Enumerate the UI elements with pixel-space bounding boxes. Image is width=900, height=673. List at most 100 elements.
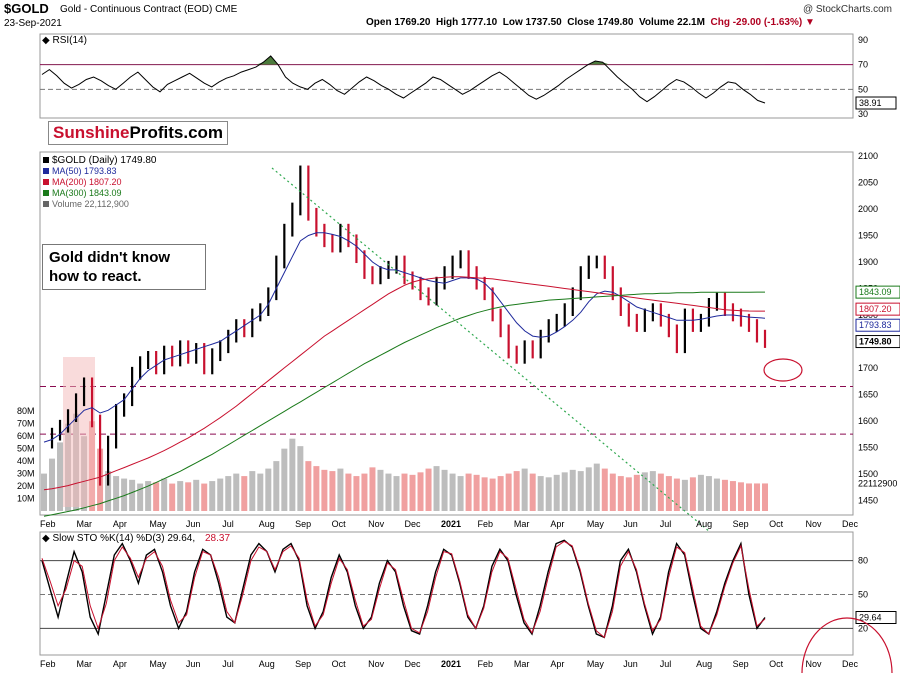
- x-axis-label: Oct: [332, 659, 347, 669]
- volume-bar: [545, 477, 552, 511]
- volume-bar: [625, 477, 632, 511]
- legend-swatch: [43, 190, 49, 196]
- volume-bar: [393, 476, 400, 511]
- x-axis-label: Dec: [842, 519, 859, 529]
- x-axis-label: Sep: [733, 659, 749, 669]
- price-tick-label: 1550: [858, 442, 878, 452]
- stoch-tick-label: 80: [858, 556, 868, 566]
- legend-swatch: [43, 168, 49, 174]
- legend-swatch: [43, 179, 49, 185]
- high-value: High 1777.10: [436, 17, 498, 28]
- price-label-box: [855, 285, 900, 299]
- volume-bar: [497, 476, 504, 511]
- target-ellipse: [763, 358, 803, 382]
- volume-bar: [649, 471, 656, 511]
- volume-bar: [377, 469, 384, 511]
- legend-entry: MA(200) 1807.20: [52, 177, 122, 187]
- volume-tick-label: 10M: [17, 494, 35, 504]
- volume-bar: [145, 481, 152, 511]
- x-axis-label: Aug: [259, 519, 275, 529]
- stoch-value-box: [855, 611, 897, 625]
- volume-value-label: 22112900: [858, 478, 897, 488]
- x-axis-label: Jul: [660, 519, 672, 529]
- x-axis-label: 2021: [441, 519, 461, 529]
- ma-line-3: [43, 291, 765, 517]
- x-axis-label: May: [149, 659, 167, 669]
- volume-bar: [265, 468, 272, 511]
- volume-tick-label: 30M: [17, 469, 35, 479]
- x-axis-label: Jun: [623, 519, 638, 529]
- symbol-label: $GOLD: [4, 1, 49, 16]
- volume-bar: [185, 482, 192, 511]
- open-value: Open 1769.20: [366, 17, 431, 28]
- volume-bar: [609, 473, 616, 511]
- price-label: 1843.09: [859, 287, 892, 297]
- legend-entry: MA(300) 1843.09: [52, 188, 122, 198]
- volume-bar: [337, 468, 344, 511]
- volume-bar: [345, 473, 352, 511]
- volume-bar: [529, 473, 536, 511]
- source-credit: @ StockCharts.com: [802, 4, 892, 15]
- volume-bar: [577, 471, 584, 511]
- x-axis-label: Apr: [550, 519, 564, 529]
- volume-bar: [425, 468, 432, 511]
- volume-bar: [753, 483, 760, 511]
- volume-bar: [481, 477, 488, 511]
- price-tick-label: 1600: [858, 416, 878, 426]
- x-axis-label: Apr: [550, 659, 564, 669]
- volume-bar: [209, 481, 216, 511]
- price-tick-label: 1900: [858, 257, 878, 267]
- volume-bar: [361, 473, 368, 511]
- price-tick-label: 1700: [858, 363, 878, 373]
- x-axis-label: Nov: [368, 659, 385, 669]
- volume-bar: [449, 473, 456, 511]
- chart-header: $GOLD Gold - Continuous Contract (EOD) C…: [0, 0, 900, 32]
- change-value: Chg -29.00 (-1.63%): [710, 17, 803, 28]
- volume-bar: [193, 479, 200, 511]
- x-axis-label: Jul: [660, 659, 672, 669]
- x-axis-label: Feb: [477, 659, 493, 669]
- volume-bar: [201, 483, 208, 511]
- x-axis-label: Mar: [76, 659, 92, 669]
- rsi-title: ◆ RSI(14): [42, 35, 87, 46]
- volume-bar: [385, 473, 392, 511]
- price-tick-label: 2000: [858, 204, 878, 214]
- legend-entry: $GOLD (Daily) 1749.80: [52, 155, 157, 166]
- x-axis-label: Aug: [696, 659, 712, 669]
- volume-bar: [641, 472, 648, 511]
- volume-bar: [129, 479, 136, 511]
- volume-bar: [121, 478, 128, 511]
- x-axis-label: Jun: [623, 659, 638, 669]
- stoch-d-value: 28.37: [205, 533, 230, 544]
- date-label: 23-Sep-2021: [4, 18, 62, 29]
- x-axis-label: May: [587, 659, 605, 669]
- volume-bar: [441, 469, 448, 511]
- price-tick-label: 1450: [858, 495, 878, 505]
- volume-tick-label: 60M: [17, 431, 35, 441]
- volume-bar: [537, 476, 544, 511]
- x-axis-label: May: [149, 519, 167, 529]
- volume-bar: [681, 479, 688, 511]
- x-axis-label: Nov: [806, 519, 823, 529]
- rsi-line: [41, 55, 766, 104]
- volume-bar: [105, 471, 112, 511]
- x-axis-label: Sep: [295, 659, 311, 669]
- brand-logo: SunshineProfits.com: [48, 121, 229, 145]
- stoch-tick-label: 50: [858, 590, 868, 600]
- volume-bar: [713, 478, 720, 511]
- rsi-tick-label: 30: [858, 109, 868, 119]
- volume-bar: [513, 471, 520, 511]
- volume-bar: [665, 476, 672, 511]
- annotation-callout: Gold didn't know how to react.: [42, 244, 206, 290]
- x-axis-label: Dec: [405, 519, 422, 529]
- low-value: Low 1737.50: [502, 17, 562, 28]
- volume-value: Volume 22.1M: [638, 17, 705, 28]
- rsi-tick-label: 70: [858, 60, 868, 70]
- volume-bar: [257, 473, 264, 511]
- volume-bar: [49, 458, 56, 511]
- stoch-line-d: [41, 540, 766, 639]
- stoch-title: ◆ Slow STO %K(14) %D(3) 29.64,: [42, 533, 195, 544]
- x-axis-label: Dec: [842, 659, 859, 669]
- x-axis-label: Feb: [40, 519, 56, 529]
